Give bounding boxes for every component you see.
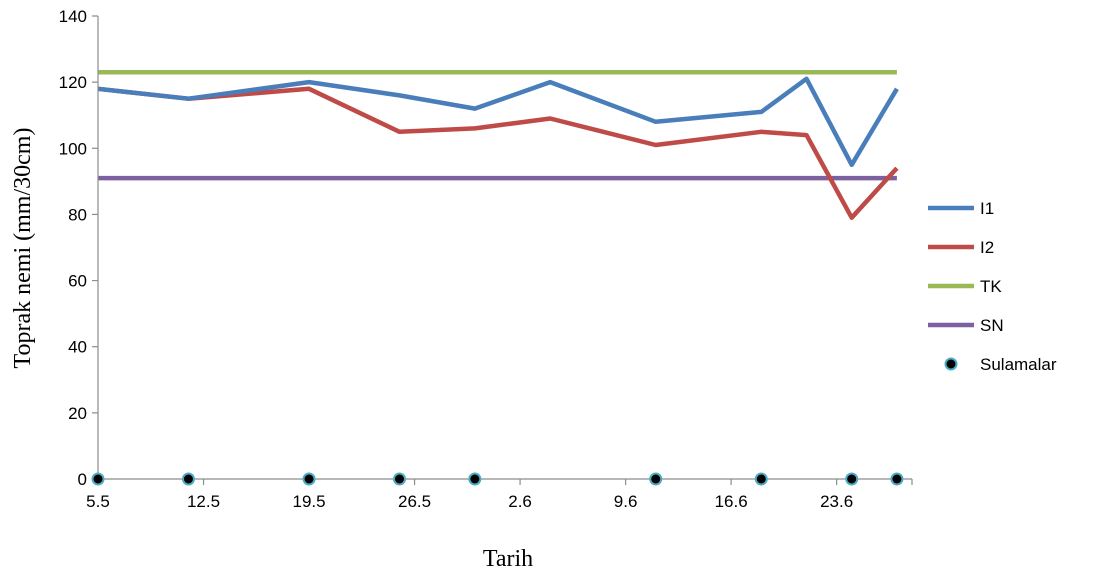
series-line-i1	[97, 76, 899, 168]
legend-label-i1: I1	[980, 199, 994, 218]
x-axis-title: Tarih	[483, 546, 533, 572]
y-axis-title: Toprak nemi (mm/30cm)	[10, 128, 36, 369]
x-tick-label: 9.6	[614, 492, 638, 511]
y-tick-label: 40	[68, 338, 87, 357]
y-tick-label: 80	[68, 205, 87, 224]
irrigation-marker	[392, 472, 406, 486]
legend-swatch-sulamalar	[944, 357, 958, 371]
y-tick-label: 120	[59, 73, 87, 92]
legend: I1 I2 TK SN Sulamalar	[928, 199, 1057, 374]
axes: 0 20 40 60 80 100 120 140 5.5 12.5 19.5 26.5 2.6 9.6 1…	[59, 7, 913, 511]
legend-label-tk: TK	[980, 277, 1002, 296]
x-tick-label: 12.5	[187, 492, 220, 511]
x-tick-label: 2.6	[508, 492, 532, 511]
y-tick-label: 60	[68, 272, 87, 291]
irrigation-marker	[91, 472, 105, 486]
y-tick-label: 0	[78, 470, 87, 489]
irrigation-marker	[181, 472, 195, 486]
x-tick-label: 26.5	[398, 492, 431, 511]
x-tick-label: 23.6	[820, 492, 853, 511]
plot-area	[97, 69, 899, 220]
x-tick-label: 5.5	[86, 492, 110, 511]
irrigation-marker	[302, 472, 316, 486]
irrigation-marker	[754, 472, 768, 486]
irrigation-marker	[649, 472, 663, 486]
y-tick-label: 100	[59, 139, 87, 158]
y-tick-label: 140	[59, 7, 87, 26]
y-tick-label: 20	[68, 404, 87, 423]
irrigation-marker	[468, 472, 482, 486]
series-line-i2	[97, 86, 899, 220]
legend-label-sn: SN	[980, 316, 1004, 335]
legend-label-i2: I2	[980, 238, 994, 257]
irrigation-marker	[845, 472, 859, 486]
irrigation-markers	[91, 472, 904, 486]
irrigation-marker	[890, 472, 904, 486]
x-tick-label: 19.5	[292, 492, 325, 511]
legend-label-sulamalar: Sulamalar	[980, 355, 1057, 374]
x-tick-label: 16.6	[715, 492, 748, 511]
